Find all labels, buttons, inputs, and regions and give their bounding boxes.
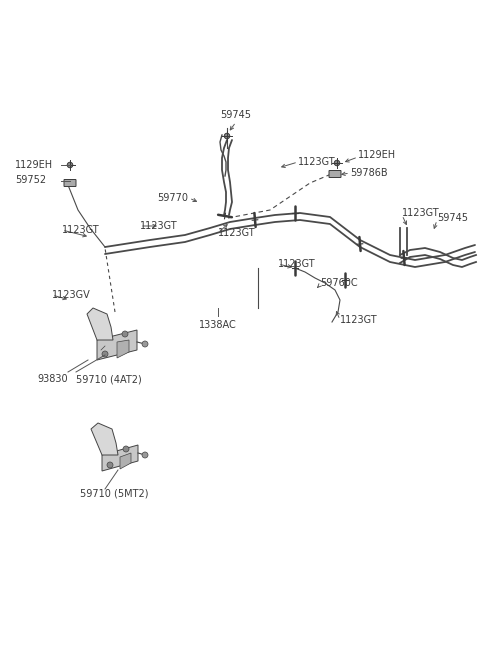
Text: 1123GT: 1123GT bbox=[278, 259, 316, 269]
FancyBboxPatch shape bbox=[64, 179, 76, 187]
Polygon shape bbox=[102, 445, 138, 471]
Circle shape bbox=[224, 133, 230, 139]
Polygon shape bbox=[117, 340, 129, 358]
Polygon shape bbox=[120, 453, 131, 469]
Text: 93830: 93830 bbox=[37, 374, 68, 384]
Polygon shape bbox=[91, 423, 118, 455]
Polygon shape bbox=[97, 330, 137, 360]
Text: 59710 (5MT2): 59710 (5MT2) bbox=[80, 488, 148, 498]
Text: 1123GV: 1123GV bbox=[52, 290, 91, 300]
Circle shape bbox=[107, 462, 113, 468]
Circle shape bbox=[142, 452, 148, 458]
Text: 1123GT: 1123GT bbox=[218, 228, 256, 238]
Circle shape bbox=[102, 351, 108, 357]
Text: 1123GT: 1123GT bbox=[402, 208, 440, 218]
Polygon shape bbox=[87, 308, 113, 340]
Circle shape bbox=[122, 331, 128, 337]
Text: 59745: 59745 bbox=[437, 213, 468, 223]
Text: 1123GT: 1123GT bbox=[298, 157, 336, 167]
Text: 1123GT: 1123GT bbox=[340, 315, 378, 325]
Text: 1129EH: 1129EH bbox=[15, 160, 53, 170]
Text: 1338AC: 1338AC bbox=[199, 320, 237, 330]
FancyBboxPatch shape bbox=[329, 170, 341, 178]
Circle shape bbox=[67, 162, 73, 168]
Text: 59786B: 59786B bbox=[350, 168, 388, 178]
Text: 59752: 59752 bbox=[15, 175, 46, 185]
Circle shape bbox=[334, 160, 340, 166]
Text: 59760C: 59760C bbox=[320, 278, 358, 288]
Text: 1129EH: 1129EH bbox=[358, 150, 396, 160]
Text: 1123GT: 1123GT bbox=[62, 225, 100, 235]
Circle shape bbox=[123, 446, 129, 452]
Circle shape bbox=[142, 341, 148, 347]
Text: 1123GT: 1123GT bbox=[140, 221, 178, 231]
Text: 59710 (4AT2): 59710 (4AT2) bbox=[76, 374, 142, 384]
Text: 59745: 59745 bbox=[220, 110, 252, 120]
Text: 59770: 59770 bbox=[157, 193, 188, 203]
